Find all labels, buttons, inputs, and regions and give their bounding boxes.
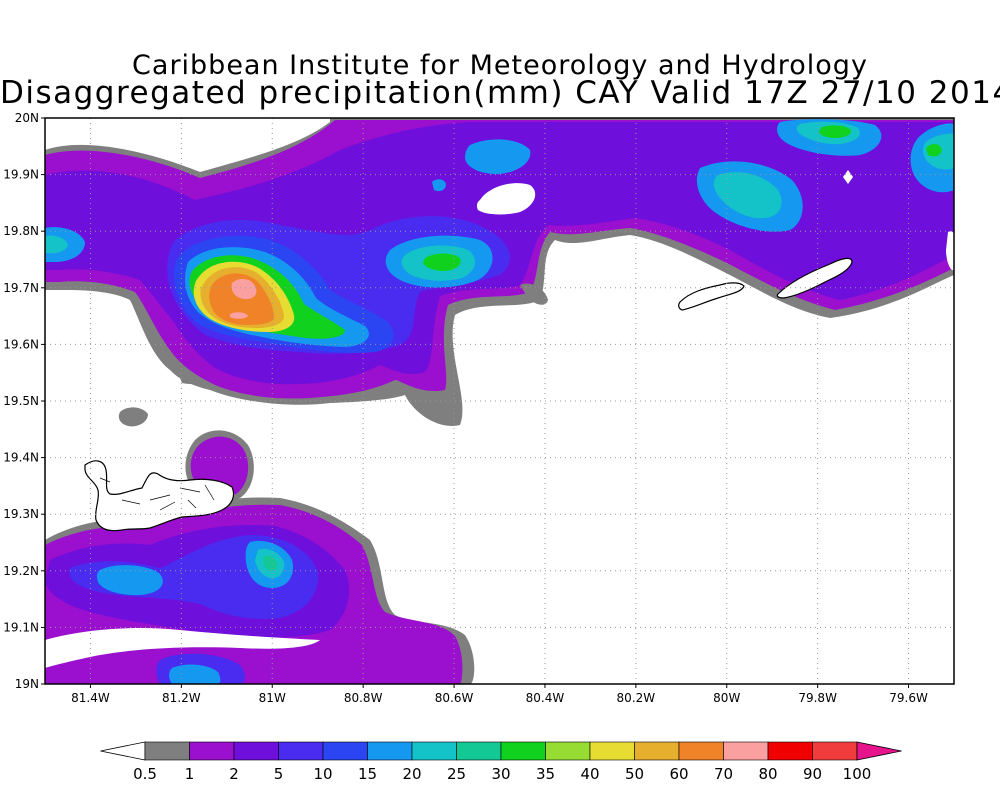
colorbar-label: 50 (625, 765, 644, 783)
precip-blob-ne-green (819, 125, 852, 138)
chart-subtitle: Disaggregated precipitation(mm) CAY Vali… (0, 75, 1000, 111)
precip-speck-3 (520, 283, 548, 305)
colorbar-label: 15 (358, 765, 377, 783)
lon-tick-label: 80W (713, 691, 740, 705)
precip-blob-east-edge-green (926, 144, 942, 157)
precip-speck-2 (180, 375, 202, 384)
colorbar: 0.5 1 2 5 10 15 20 25 30 35 40 50 60 70 80 90 100 (100, 741, 902, 783)
colorbar-swatch (545, 741, 591, 761)
colorbar-label: 30 (491, 765, 510, 783)
colorbar-swatch (278, 741, 324, 761)
colorbar-swatch (723, 741, 769, 761)
lon-tick-label: 81.4W (71, 691, 110, 705)
precip-blob-80w-teal (713, 172, 782, 219)
colorbar-swatch (500, 741, 546, 761)
colorbar-swatch (233, 741, 279, 761)
colorbar-label: 35 (536, 765, 555, 783)
precip-gap-south (45, 628, 320, 668)
colorbar-label: 25 (447, 765, 466, 783)
lon-tick-label: 80.2W (617, 691, 656, 705)
longitude-axis: 81.4W 81.2W 81W 80.8W 80.6W 80.4W 80.2W 80W 79.8… (71, 684, 928, 705)
precip-blob-south-bottom-cyan (169, 664, 221, 684)
precip-speck-1 (118, 407, 148, 427)
island-grand-cayman-detail (99, 477, 215, 511)
lon-tick-label: 80.6W (435, 691, 474, 705)
colorbar-label: 2 (229, 765, 239, 783)
colorbar-swatch (189, 741, 235, 761)
precip-blob-pink-small (230, 312, 248, 319)
precip-blob-south-cyan-1 (96, 565, 163, 596)
precip-blob-green-west (45, 235, 68, 254)
colorbar-label: 80 (758, 765, 777, 783)
lat-tick-label: 20N (15, 111, 39, 125)
lat-tick-label: 19N (15, 677, 39, 691)
colorbar-label: 20 (402, 765, 421, 783)
colorbar-label: 70 (714, 765, 733, 783)
lat-tick-label: 19.6N (3, 337, 39, 351)
precip-blob-orange (209, 273, 274, 325)
lon-tick-label: 79.6W (889, 691, 928, 705)
precip-gap-east (946, 231, 954, 271)
lat-tick-label: 19.7N (3, 281, 39, 295)
lat-tick-label: 19.9N (3, 168, 39, 182)
lon-tick-label: 81.2W (162, 691, 201, 705)
precip-blob-south-green-2 (263, 555, 278, 571)
colorbar-swatch (456, 741, 502, 761)
lat-tick-label: 19.1N (3, 620, 39, 634)
colorbar-label: 10 (313, 765, 332, 783)
colorbar-swatch (678, 741, 724, 761)
colorbar-label: 90 (803, 765, 822, 783)
precipitation-fields (45, 118, 954, 684)
island-grand-cayman (84, 460, 235, 532)
precip-blob-pink (231, 278, 257, 300)
colorbar-lower-arrow (100, 741, 146, 761)
lon-tick-label: 80.8W (344, 691, 383, 705)
chart-title: Caribbean Institute for Meteorology and … (132, 50, 868, 81)
colorbar-upper-arrow (856, 741, 902, 761)
colorbar-swatch (367, 741, 413, 761)
colorbar-label: 100 (843, 765, 872, 783)
lat-tick-label: 19.3N (3, 507, 39, 521)
colorbar-swatch (634, 741, 680, 761)
colorbar-swatch (812, 741, 858, 761)
latitude-axis: 19N 19.1N 19.2N 19.3N 19.4N 19.5N 19.6N 19.7N 19… (3, 111, 45, 691)
lon-tick-label: 80.4W (526, 691, 565, 705)
lat-tick-label: 19.4N (3, 451, 39, 465)
colorbar-swatch (767, 741, 813, 761)
lat-tick-label: 19.5N (3, 394, 39, 408)
colorbar-label: 1 (185, 765, 195, 783)
colorbar-swatch (322, 741, 368, 761)
lat-tick-label: 19.2N (3, 564, 39, 578)
colorbar-label: 0.5 (133, 765, 157, 783)
lon-tick-label: 79.8W (798, 691, 837, 705)
colorbar-label: 40 (580, 765, 599, 783)
island-little-cayman (678, 282, 745, 311)
precip-dot-ne-white (843, 170, 853, 184)
colorbar-swatch (589, 741, 635, 761)
precip-blob-top-cyan (465, 139, 531, 175)
lon-tick-label: 81W (259, 691, 286, 705)
precip-hole (476, 183, 536, 215)
colorbar-swatch (144, 741, 190, 761)
precip-blob-top-cyan2 (432, 179, 446, 192)
colorbar-swatch (411, 741, 457, 761)
precip-blob-green-east (423, 253, 461, 271)
colorbar-label: 60 (669, 765, 688, 783)
colorbar-label: 5 (274, 765, 284, 783)
lat-tick-label: 19.8N (3, 224, 39, 238)
